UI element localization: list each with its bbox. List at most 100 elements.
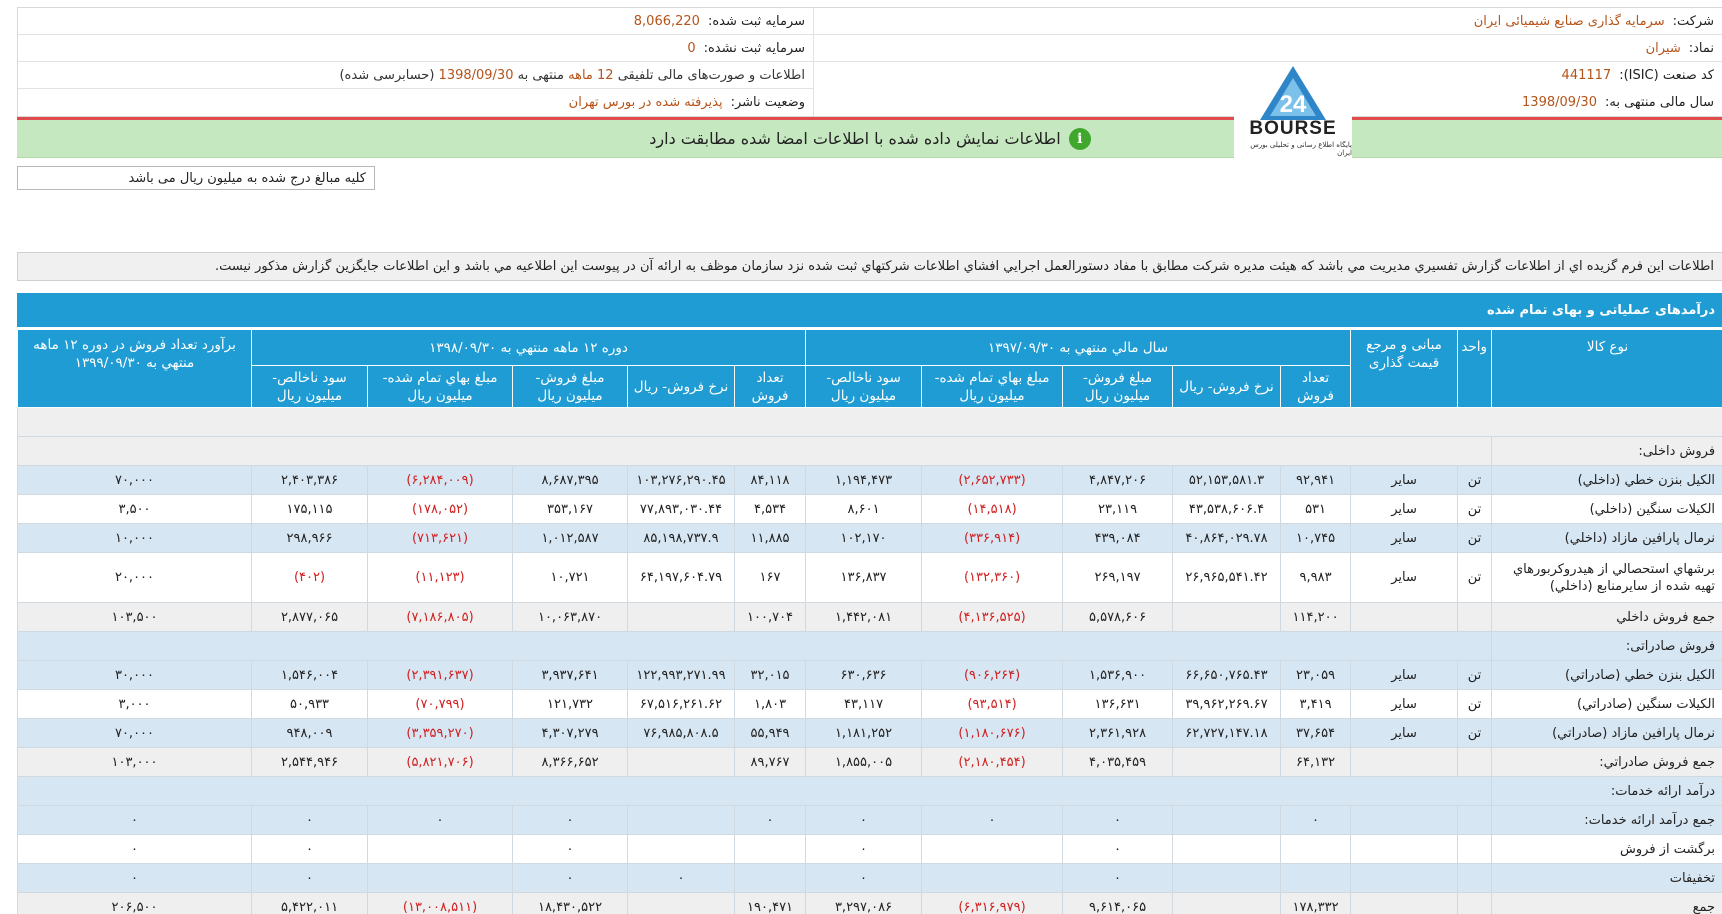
value-cell: ۱۰,۷۲۱	[512, 552, 629, 603]
revenue-table-body: فروش داخلی: الکيل بنزن خطي (داخلي) تن ساير ۹…	[16, 407, 1722, 914]
value-cell: ۴,۸۴۷,۲۰۶	[1062, 465, 1174, 495]
symbol-row: نماد: شیران	[814, 35, 1722, 62]
value-cell: ۱۷۵,۱۱۵	[250, 494, 369, 524]
item-unit	[1457, 834, 1493, 864]
value-cell: ۵,۴۲۲,۰۱۱	[250, 892, 369, 914]
value-cell: (۱۱,۱۲۳)	[367, 552, 514, 603]
value-cell: ۰	[512, 805, 629, 835]
logo-mark-icon: 24	[1260, 66, 1326, 120]
col-header-profit: سود ناخالص- ميليون ريال	[250, 365, 369, 408]
section-label: فروش صادراتی:	[1491, 631, 1722, 661]
value-cell: (۵,۸۲۱,۷۰۶)	[367, 747, 514, 777]
value-cell: (۴۰۲)	[250, 552, 369, 603]
value-cell: (۷۰,۷۹۹)	[367, 689, 514, 719]
table-row: نرمال پارافين مازاد (صادراتي) تن ساير ۳۷,۶۵…	[17, 718, 1722, 748]
info-icon: i	[1068, 127, 1091, 150]
col-header-qty: تعداد فروش	[1280, 365, 1352, 408]
value-cell: ۳,۹۳۷,۶۴۱	[512, 660, 629, 690]
section-filler	[16, 631, 1493, 661]
value-cell: ۴۳,۵۳۸,۶۰۶.۴	[1172, 494, 1282, 524]
value-cell: ۸,۶۰۱	[805, 494, 923, 524]
value-cell: ۲۰۶,۵۰۰	[17, 892, 252, 914]
item-basis	[1350, 834, 1459, 864]
value-cell: ۶۶,۶۵۰,۷۶۵.۴۳	[1172, 660, 1282, 690]
publisher-status-value: پذیرفته شده در بورس تهران	[568, 95, 723, 110]
value-cell: ۷۷,۸۹۳,۰۳۰.۴۴	[627, 494, 736, 524]
item-unit	[1457, 602, 1493, 632]
table-row: نرمال پارافين مازاد (داخلي) تن ساير ۱۰,۷۴۵ ۴…	[17, 523, 1722, 553]
col-header-rate: نرخ فروش- ريال	[627, 365, 736, 408]
value-cell: ۶۷,۵۱۶,۲۶۱.۶۲	[627, 689, 736, 719]
col-header-sales: مبلغ فروش- ميليون ريال	[1062, 365, 1174, 408]
table-row: جمع فروش صادراتي: ۶۴,۱۳۲ ۴,۰۳۵,۴۵۹ (۲,۱۸۰,۴…	[17, 747, 1722, 777]
value-cell: ۱۹۰,۴۷۱	[734, 892, 807, 914]
value-cell	[627, 805, 736, 835]
value-cell: ۲۶,۹۶۵,۵۴۱.۴۲	[1172, 552, 1282, 603]
symbol-value[interactable]: شیران	[1645, 40, 1681, 56]
isic-value: 441117	[1561, 68, 1612, 83]
capital-row: سرمایه ثبت شده: 8,066,220	[18, 8, 814, 35]
value-cell: (۲,۶۵۲,۷۳۳)	[921, 465, 1064, 495]
value-cell: ۱۶۷	[734, 552, 807, 603]
value-cell: ۰	[1062, 863, 1174, 893]
value-cell: ۷۰,۰۰۰	[17, 465, 252, 495]
value-cell: ۰	[250, 805, 369, 835]
value-cell: ۲,۸۷۷,۰۶۵	[250, 602, 369, 632]
item-name: برشهاي استحصالي از هيدروکربورهاي تهيه شد…	[1491, 552, 1722, 603]
value-cell: ۹,۶۱۴,۰۶۵	[1062, 892, 1174, 914]
company-info-panel: شرکت: سرمایه گذاری صنایع شیمیائی ایران س…	[17, 7, 1722, 117]
item-basis: ساير	[1350, 660, 1459, 690]
value-cell: (۷,۱۸۶,۸۰۵)	[367, 602, 514, 632]
value-cell: ۴۳,۱۱۷	[805, 689, 923, 719]
value-cell: (۷۱۳,۶۲۱)	[367, 523, 514, 553]
col-header-qty: تعداد فروش	[734, 365, 807, 408]
isic-label: کد صنعت (ISIC):	[1619, 68, 1714, 83]
value-cell: ۱۰۰,۷۰۴	[734, 602, 807, 632]
value-cell: (۳۳۶,۹۱۴)	[921, 523, 1064, 553]
value-cell: ۵۰,۹۳۳	[250, 689, 369, 719]
value-cell	[1172, 834, 1282, 864]
value-cell: ۰	[627, 863, 736, 893]
item-unit	[1457, 805, 1493, 835]
item-unit: تن	[1457, 552, 1493, 603]
item-basis	[1350, 602, 1459, 632]
col-header-rate: نرخ فروش- ريال	[1172, 365, 1282, 408]
statements-description: اطلاعات و صورت‌های مالی تلفیقی 12 ماهه م…	[339, 67, 805, 83]
value-cell: ۲۹۸,۹۶۶	[250, 523, 369, 553]
item-basis: ساير	[1350, 718, 1459, 748]
table-row: درآمد ارائه خدمات:	[16, 776, 1722, 806]
value-cell: ۱,۱۸۱,۲۵۲	[805, 718, 923, 748]
value-cell: ۱,۵۴۶,۰۰۴	[250, 660, 369, 690]
value-cell: ۳۷,۶۵۴	[1280, 718, 1352, 748]
value-cell: ۳,۰۰۰	[17, 689, 252, 719]
value-cell: (۱۴,۵۱۸)	[921, 494, 1064, 524]
value-cell: ۱۰۲,۱۷۰	[805, 523, 923, 553]
value-cell: ۱,۴۴۲,۰۸۱	[805, 602, 923, 632]
table-row: برگشت از فروش ۰ ۰ ۰ ۰ ۰	[17, 834, 1722, 864]
bourse24-logo[interactable]: 24 BOURSE پایگاه اطلاع رسانی و تحلیلی بو…	[1234, 64, 1352, 168]
value-cell: (۳,۳۵۹,۲۷۰)	[367, 718, 514, 748]
value-cell: ۰	[512, 863, 629, 893]
table-row: فروش داخلی:	[16, 436, 1722, 466]
value-cell: ۲۶۹,۱۹۷	[1062, 552, 1174, 603]
unregistered-capital-row: سرمایه ثبت نشده: 0	[18, 35, 814, 62]
table-row: تخفیفات ۰ ۰ ۰ ۰ ۰ ۰	[17, 863, 1722, 893]
value-cell: ۰	[17, 863, 252, 893]
value-cell: (۱۷۸,۰۵۲)	[367, 494, 514, 524]
item-unit: تن	[1457, 718, 1493, 748]
value-cell: ۴,۳۰۷,۲۷۹	[512, 718, 629, 748]
value-cell: ۲,۵۴۴,۹۴۶	[250, 747, 369, 777]
fiscal-year-row: سال مالی منتهی به: 1398/09/30	[814, 89, 1722, 116]
table-row: الکيلات سنگين (داخلي) تن ساير ۵۳۱ ۴۳,۵۳۸,۶۰۶…	[17, 494, 1722, 524]
value-cell	[1172, 805, 1282, 835]
item-name: تخفیفات	[1491, 863, 1722, 893]
verification-notice-text: اطلاعات نمایش داده شده با اطلاعات امضا ش…	[649, 129, 1061, 148]
item-basis: ساير	[1350, 523, 1459, 553]
item-name: الکيل بنزن خطي (داخلي)	[1491, 465, 1722, 495]
item-name: الکيلات سنگين (صادراتي)	[1491, 689, 1722, 719]
value-cell: ۵۲,۱۵۳,۵۸۱.۳	[1172, 465, 1282, 495]
item-unit	[1457, 747, 1493, 777]
value-cell: ۱۰,۰۰۰	[17, 523, 252, 553]
value-cell	[1280, 834, 1352, 864]
table-row: جمع ۱۷۸,۳۳۲ ۹,۶۱۴,۰۶۵ (۶,۳۱۶,۹۷۹) ۳,۲۹۷,۰۸۶ ۱…	[17, 892, 1722, 914]
